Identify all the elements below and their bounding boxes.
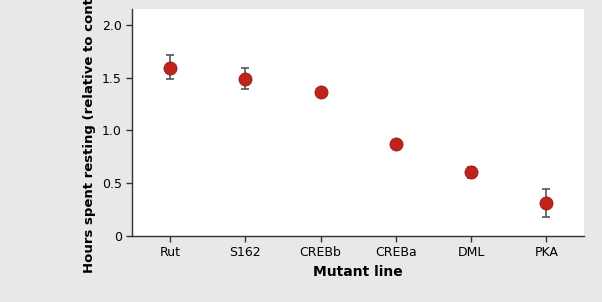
Point (165, 66, 175, 70)
Point (315, 90, 325, 95)
Point (466, 170, 476, 175)
Point (542, 201, 551, 205)
Point (241, 76, 250, 81)
X-axis label: Mutant line: Mutant line (313, 265, 403, 278)
Y-axis label: Hours spent resting (relative to control): Hours spent resting (relative to control… (84, 0, 96, 273)
Point (391, 142, 400, 146)
